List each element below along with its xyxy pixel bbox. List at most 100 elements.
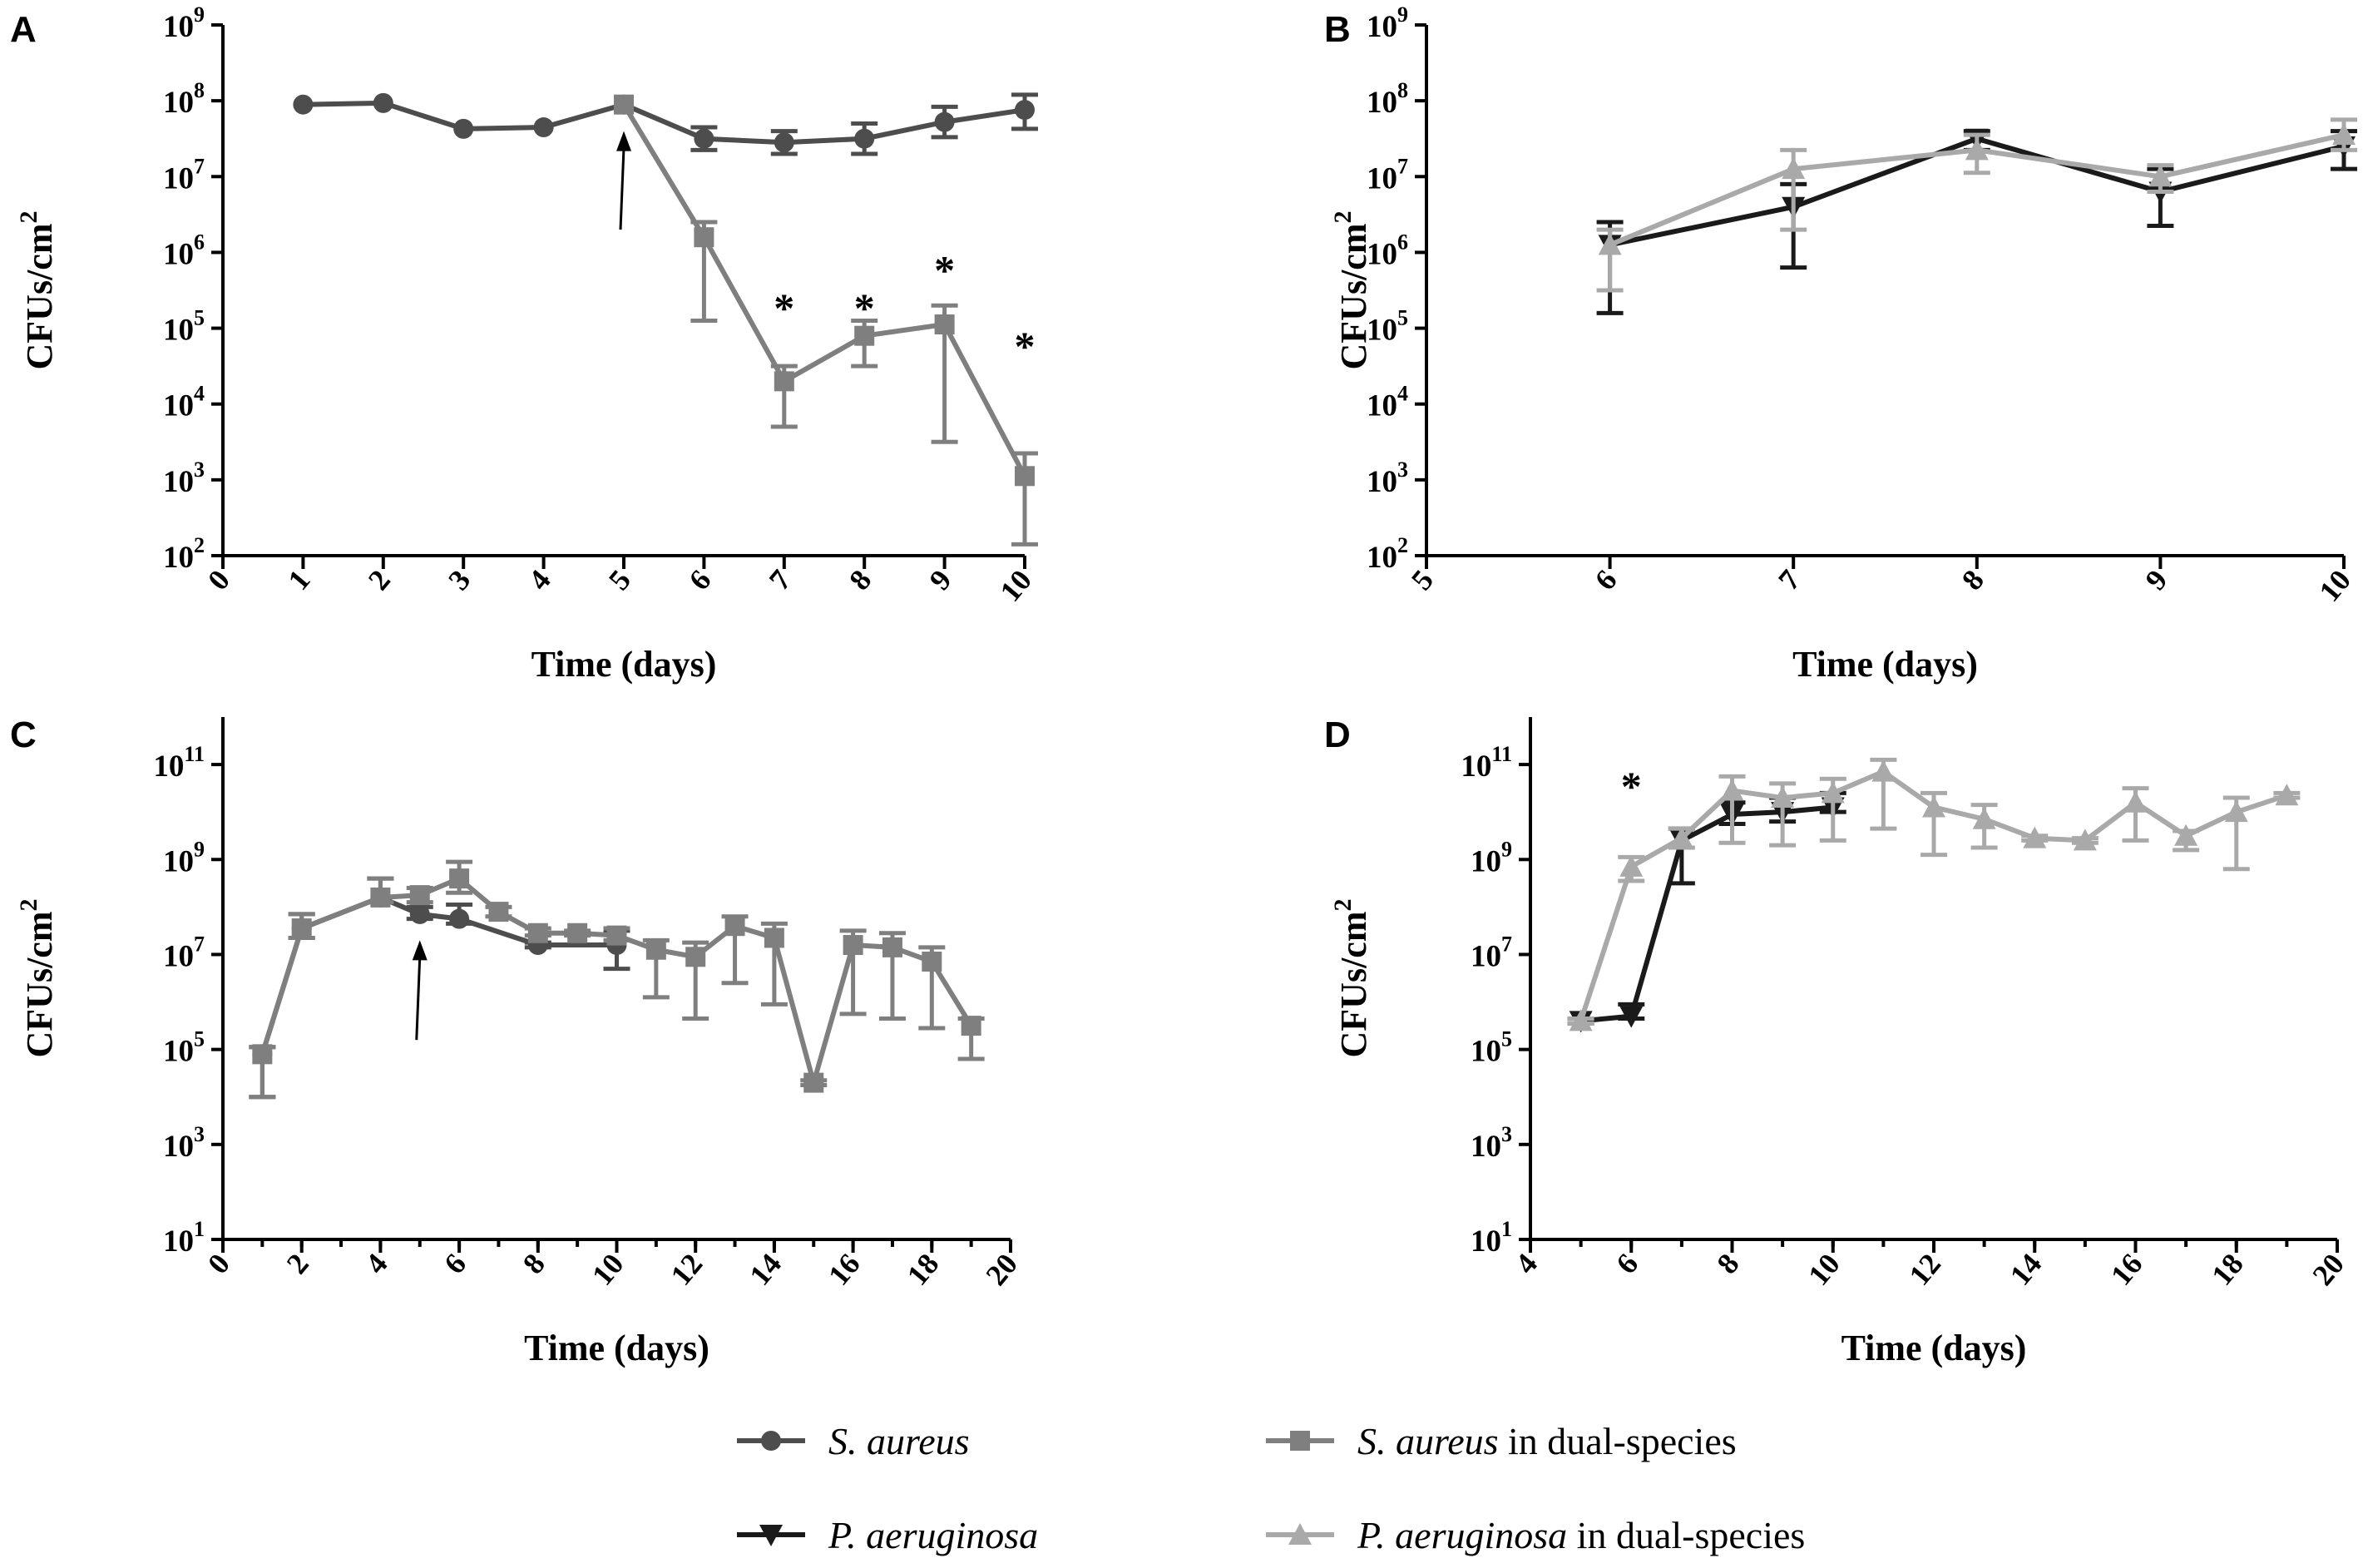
data-point — [1015, 466, 1035, 487]
data-point — [934, 314, 955, 335]
x-tick-label: 10 — [1802, 1247, 1846, 1291]
data-point — [409, 885, 430, 906]
significance-star: * — [934, 247, 955, 294]
y-tick-label: 107 — [1367, 154, 1408, 195]
y-tick-label: 107 — [163, 932, 205, 973]
legend-label: S. aureus in dual-species — [1357, 1420, 1737, 1462]
panel-d: D 101 103 105 107 109 1011 4 6 8 10 12 14 16 18 20 Time … — [1324, 715, 2351, 1368]
arrow-shaft — [415, 957, 422, 1041]
data-point — [409, 903, 430, 924]
data-point — [803, 1072, 824, 1093]
y-axis-title: CFUs/cm2 — [15, 211, 60, 370]
data-point — [252, 1044, 273, 1065]
arrow-shaft — [619, 147, 625, 230]
data-point — [2224, 800, 2248, 823]
data-point — [488, 902, 509, 922]
x-tick-label: 8 — [1955, 563, 1990, 596]
x-tick-label: 2 — [362, 563, 397, 596]
x-tick-label: 20 — [979, 1247, 1024, 1291]
x-tick-label: 2 — [280, 1247, 315, 1280]
data-point — [1965, 138, 1989, 161]
data-point — [882, 937, 902, 957]
y-tick-label: 105 — [1367, 306, 1408, 348]
arrow-annotation — [616, 131, 631, 230]
panel-b: B 102 103 104 105 106 107 108 109 5 6 7 8 9 10 Time (da… — [1324, 2, 2357, 685]
arrow-head — [412, 940, 428, 961]
x-axis-title: Time (days) — [524, 1328, 709, 1368]
data-point — [1922, 795, 1945, 818]
data-point — [1598, 233, 1622, 255]
y-tick-label: 107 — [163, 154, 205, 195]
panel-c: C 101 103 105 107 109 1011 0 2 4 6 8 10 12 14 16 18 20 Tim… — [10, 715, 1024, 1368]
data-point — [2073, 829, 2097, 851]
x-axis-title: Time (days) — [1841, 1328, 2027, 1368]
data-point — [685, 947, 706, 967]
x-tick-label: 10 — [2312, 563, 2357, 607]
data-point — [449, 868, 470, 889]
y-tick-label: 105 — [1471, 1027, 1512, 1069]
x-tick-label: 10 — [586, 1247, 630, 1291]
y-tick-label: 1011 — [153, 742, 205, 784]
legend-item-padual: P. aeruginosa in dual-species — [1266, 1514, 1805, 1556]
legend: S. aureus S. aureus in dual-species P. aer… — [737, 1420, 1805, 1556]
x-tick-label: 0 — [201, 563, 236, 596]
y-tick-label: 102 — [163, 533, 205, 575]
data-point — [291, 918, 312, 939]
x-tick-label: 6 — [1609, 1247, 1644, 1280]
y-tick-label: 106 — [1367, 230, 1408, 271]
series-sa — [293, 92, 1038, 156]
x-tick-label: 7 — [763, 563, 798, 596]
x-tick-label: 9 — [2138, 563, 2173, 596]
data-point — [1669, 826, 1693, 848]
data-point — [2275, 784, 2299, 806]
data-point — [2023, 826, 2047, 848]
x-tick-label: 14 — [2004, 1247, 2049, 1291]
data-point — [1771, 786, 1795, 809]
data-point — [293, 94, 314, 115]
legend-label: P. aeruginosa — [828, 1514, 1038, 1556]
series-line — [303, 100, 1026, 146]
x-tick-label: 16 — [2104, 1247, 2149, 1291]
data-point — [1821, 781, 1845, 804]
series-padual — [1567, 757, 2301, 1031]
significance-star: * — [1015, 323, 1036, 369]
x-tick-label: 4 — [358, 1247, 393, 1280]
significance-star: * — [774, 284, 794, 331]
data-point — [694, 227, 714, 248]
data-point — [449, 908, 470, 929]
data-point — [373, 92, 393, 113]
data-point — [1871, 759, 1896, 782]
y-axis-title: CFUs/cm2 — [15, 899, 60, 1058]
data-point — [614, 94, 634, 115]
legend-swatch-marker — [759, 1525, 783, 1546]
y-tick-label: 109 — [1367, 2, 1408, 44]
data-point — [2174, 824, 2198, 846]
x-tick-label: 8 — [517, 1247, 551, 1280]
y-axis-title: CFUs/cm2 — [1329, 211, 1374, 370]
data-point — [774, 132, 794, 153]
series-line — [260, 876, 974, 1086]
data-point — [606, 925, 627, 946]
x-tick-label: 12 — [665, 1247, 709, 1291]
panel-letter: A — [10, 9, 37, 50]
legend-swatch-marker — [1288, 1523, 1312, 1545]
x-axis-title: Time (days) — [1792, 644, 1978, 685]
series-sadual — [614, 94, 1038, 547]
series-line — [621, 103, 1027, 477]
data-point — [1569, 1009, 1593, 1031]
x-tick-label: 3 — [442, 563, 477, 596]
data-point — [854, 325, 875, 346]
legend-item-sa: S. aureus — [737, 1420, 970, 1462]
y-tick-label: 104 — [163, 382, 205, 423]
y-tick-label: 102 — [1367, 533, 1408, 575]
y-tick-label: 101 — [1471, 1217, 1512, 1259]
panel-letter: C — [10, 715, 37, 755]
data-point — [724, 916, 745, 937]
x-tick-label: 8 — [1710, 1247, 1745, 1280]
data-point — [645, 939, 666, 960]
data-point — [774, 371, 794, 392]
y-tick-label: 109 — [1471, 837, 1512, 878]
x-tick-label: 18 — [2205, 1247, 2250, 1291]
legend-item-pa: P. aeruginosa — [737, 1514, 1038, 1556]
